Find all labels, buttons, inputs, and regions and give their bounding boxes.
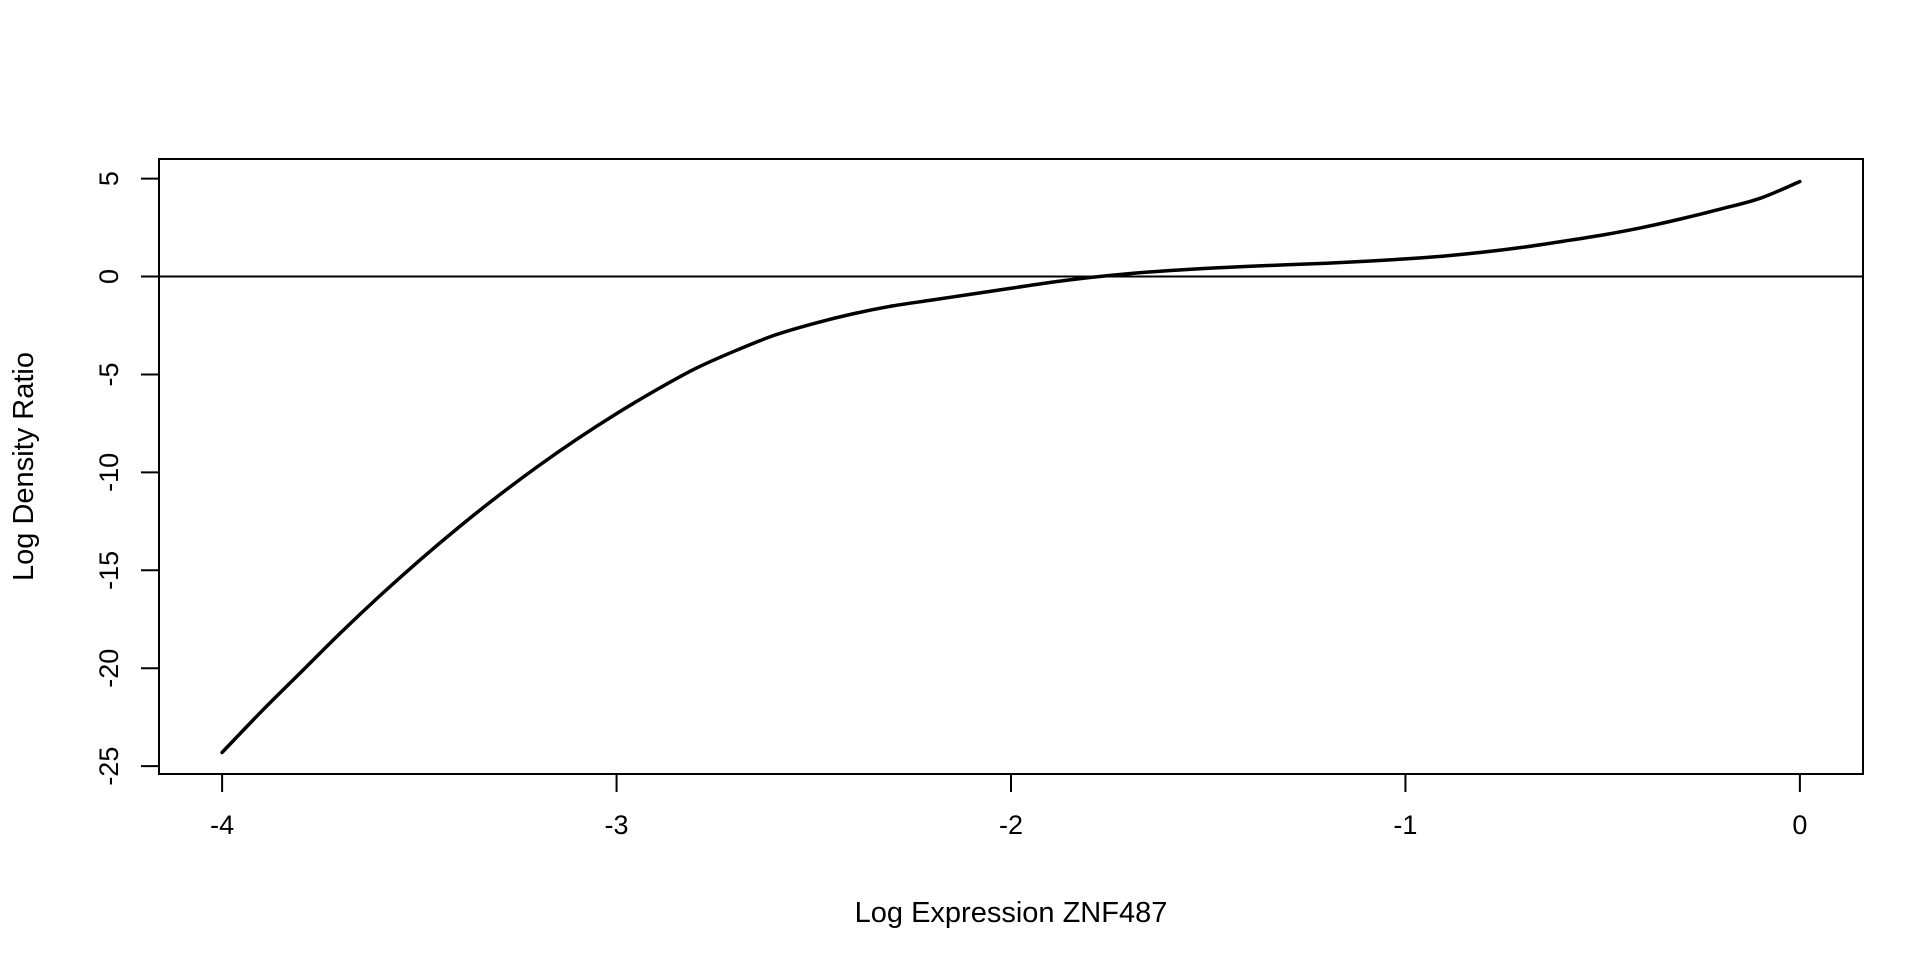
x-tick-label: -2 — [999, 810, 1023, 840]
y-tick-label: -20 — [94, 649, 124, 688]
y-tick-label: -25 — [94, 747, 124, 786]
y-tick-label: -10 — [94, 453, 124, 492]
x-axis-title: Log Expression ZNF487 — [855, 897, 1168, 929]
x-tick-label: -4 — [210, 810, 234, 840]
y-axis-title: Log Density Ratio — [8, 352, 40, 581]
y-tick-label: 0 — [94, 269, 124, 284]
x-tick-label: -1 — [1393, 810, 1417, 840]
plot-frame — [158, 158, 1864, 775]
y-tick-label: -15 — [94, 551, 124, 590]
x-tick-label: 0 — [1792, 810, 1807, 840]
x-tick-label: -3 — [605, 810, 629, 840]
y-tick-label: 5 — [94, 171, 124, 186]
series-line — [220, 179, 1802, 755]
y-tick-label: -5 — [94, 362, 124, 386]
